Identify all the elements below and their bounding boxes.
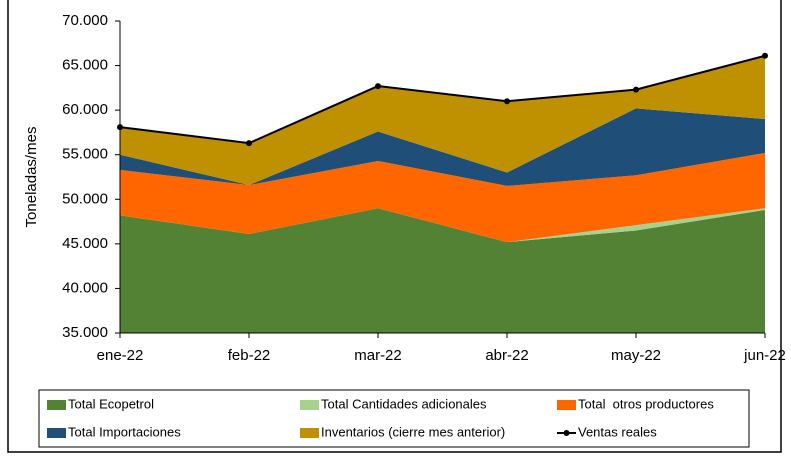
x-tick-label: may-22 xyxy=(611,347,661,364)
legend-label: Total Ecopetrol xyxy=(68,396,154,411)
legend-label: Total Importaciones xyxy=(68,424,181,439)
x-tick-label: ene-22 xyxy=(97,347,144,364)
y-tick-label: 60.000 xyxy=(62,101,108,118)
x-tick-label: mar-22 xyxy=(354,347,402,364)
y-tick-label: 40.000 xyxy=(62,279,108,296)
y-tick-label: 65.000 xyxy=(62,57,108,74)
legend-swatch xyxy=(557,400,576,410)
line xyxy=(119,54,766,145)
legend-label: Total otros productores xyxy=(578,396,714,411)
area xyxy=(120,55,765,186)
legend-swatch xyxy=(300,400,319,410)
area xyxy=(120,208,765,333)
legend-label: Ventas reales xyxy=(578,424,657,439)
x-tick-label: abr-22 xyxy=(485,347,528,364)
line-point xyxy=(504,98,510,105)
line-point xyxy=(762,52,768,59)
line-point xyxy=(246,140,252,147)
x-tick-label: jun-22 xyxy=(743,347,786,364)
y-tick-label: 45.000 xyxy=(62,235,108,252)
legend-label: Total Cantidades adicionales xyxy=(321,396,487,411)
line-point xyxy=(375,83,381,90)
legend-swatch xyxy=(300,428,319,438)
legend-label: Inventarios (cierre mes anterior) xyxy=(321,424,505,439)
legend-dot xyxy=(563,430,570,436)
y-axis-label: Toneladas/mes xyxy=(23,127,40,228)
area xyxy=(120,108,765,186)
legend-swatch xyxy=(47,428,66,438)
legend-swatch xyxy=(47,400,66,410)
line-point xyxy=(633,86,639,93)
y-tick-label: 35.000 xyxy=(62,324,108,341)
y-tick-label: 50.000 xyxy=(62,190,108,207)
legend-box xyxy=(38,389,750,448)
y-tick-label: 55.000 xyxy=(62,146,108,163)
area xyxy=(120,152,765,243)
y-tick-label: 70.000 xyxy=(62,12,108,29)
x-tick-label: feb-22 xyxy=(228,347,271,364)
